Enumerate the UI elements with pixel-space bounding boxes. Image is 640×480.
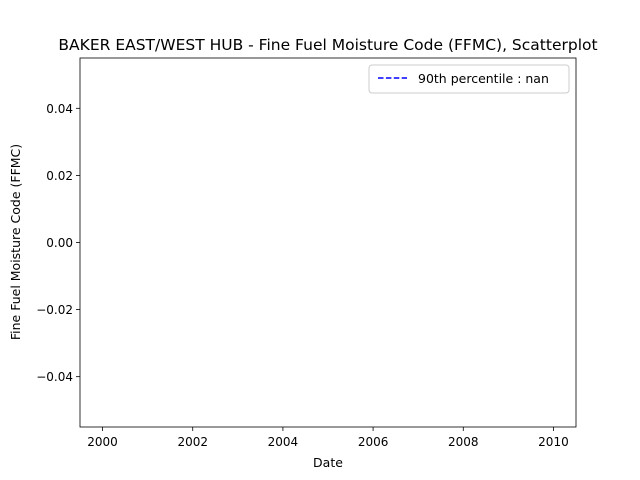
x-tick-label: 2008	[448, 435, 479, 449]
plot-area	[79, 57, 577, 428]
x-axis-ticks: 2000 2002 2004 2006 2008 2010	[87, 427, 569, 449]
legend-label: 90th percentile : nan	[418, 71, 549, 86]
y-axis-ticks: −0.04 −0.02 0.00 0.02 0.04	[36, 102, 80, 384]
chart-title: BAKER EAST/WEST HUB - Fine Fuel Moisture…	[58, 36, 597, 54]
x-tick-label: 2000	[87, 435, 118, 449]
x-tick-label: 2002	[177, 435, 208, 449]
y-tick-label: 0.00	[46, 236, 73, 250]
x-tick-label: 2010	[538, 435, 569, 449]
x-tick-label: 2004	[268, 435, 299, 449]
y-tick-label: −0.04	[36, 370, 73, 384]
x-tick-label: 2006	[358, 435, 389, 449]
y-tick-label: 0.02	[46, 169, 73, 183]
legend-frame	[368, 64, 570, 94]
y-axis-label: Fine Fuel Moisture Code (FFMC)	[8, 144, 23, 340]
legend: 90th percentile : nan	[368, 64, 570, 94]
x-axis-label: Date	[313, 455, 343, 470]
y-tick-label: 0.04	[46, 102, 73, 116]
y-tick-label: −0.02	[36, 303, 73, 317]
